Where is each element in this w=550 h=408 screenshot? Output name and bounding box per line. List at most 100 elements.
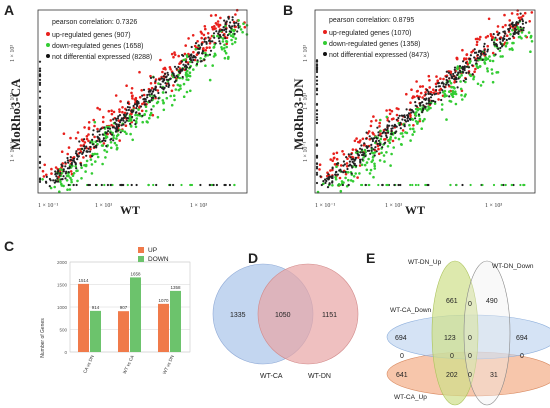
scatter-point <box>138 112 141 115</box>
scatter-point <box>329 169 332 172</box>
scatter-point <box>361 153 364 157</box>
scatter-point <box>115 144 118 147</box>
scatter-point <box>72 157 76 160</box>
scatter-point <box>502 37 505 40</box>
scatter-point <box>376 142 379 146</box>
scatter-point <box>375 137 379 140</box>
scatter-point <box>377 147 380 151</box>
scatter-point <box>335 165 338 168</box>
scatter-point <box>75 167 78 170</box>
scatter-point <box>380 135 383 138</box>
scatter-point <box>194 48 197 51</box>
scatter-point <box>427 90 430 93</box>
scatter-point <box>439 91 442 94</box>
scatter-point <box>107 109 111 113</box>
scatter-point <box>225 42 228 46</box>
scatter-point <box>50 172 53 175</box>
scatter-point <box>112 118 115 121</box>
scatter-point <box>409 183 412 187</box>
scatter-point <box>200 60 203 63</box>
scatter-point <box>209 14 213 17</box>
scatter-point <box>117 115 120 118</box>
scatter-point <box>448 79 451 83</box>
scatter-point <box>131 97 134 100</box>
scatter-point <box>83 147 86 150</box>
scatter-point <box>38 96 42 99</box>
scatter-point <box>211 40 214 43</box>
scatter-point <box>83 126 86 129</box>
scatter-point <box>376 126 379 129</box>
scatter-point <box>339 164 343 167</box>
scatter-point <box>66 188 69 191</box>
scatter-point <box>169 94 172 98</box>
scatter-point <box>382 154 386 157</box>
scatter-point <box>433 102 437 105</box>
panel-c: C Number of Genes 0 500 1000 1500 2000 1514 91… <box>0 238 200 408</box>
scatter-point <box>359 151 362 154</box>
scatter-plot-b: pearson correlation: 0.8795 up-regulated… <box>291 9 536 215</box>
scatter-point <box>334 173 337 176</box>
scatter-point <box>225 20 228 23</box>
scatter-point <box>112 136 115 140</box>
scatter-point <box>69 156 72 159</box>
scatter-point <box>452 86 455 89</box>
scatter-point <box>211 25 214 29</box>
scatter-point <box>395 107 399 110</box>
scatter-point <box>393 125 396 128</box>
scatter-point <box>94 183 98 187</box>
xtick-a-1: 1 × 10⁻¹ <box>38 203 59 209</box>
scatter-point <box>517 32 520 36</box>
scatter-point <box>358 172 361 175</box>
scatter-point <box>362 156 365 159</box>
scatter-point <box>432 99 435 103</box>
scatter-point <box>103 183 106 187</box>
scatter-point <box>344 176 347 180</box>
scatter-point <box>501 44 504 47</box>
scatter-point <box>89 145 92 149</box>
scatter-point <box>59 172 62 175</box>
scatter-point <box>492 183 496 187</box>
scatter-point <box>50 167 53 171</box>
scatter-point <box>527 31 531 34</box>
scatter-point <box>523 11 527 15</box>
scatter-point <box>223 19 226 22</box>
scatter-point <box>104 136 108 140</box>
scatter-point <box>219 35 222 38</box>
scatter-point <box>372 151 375 155</box>
scatter-point <box>443 95 446 98</box>
scatter-point <box>351 166 354 169</box>
legend-b-nde: not differential expressed (8473) <box>329 52 429 59</box>
scatter-point <box>373 154 376 157</box>
scatter-point <box>332 152 335 155</box>
scatter-point <box>399 121 402 124</box>
scatter-point <box>146 121 149 124</box>
scatter-point <box>492 41 496 44</box>
scatter-point <box>159 83 162 86</box>
scatter-point <box>511 21 514 24</box>
scatter-point <box>465 71 468 74</box>
scatter-point <box>105 144 108 148</box>
scatter-point <box>231 18 234 21</box>
scatter-point <box>442 90 445 94</box>
scatter-point <box>143 113 146 116</box>
scatter-point <box>62 170 65 173</box>
scatter-point <box>41 178 44 181</box>
scatter-point <box>67 183 70 187</box>
scatter-point <box>226 34 229 37</box>
scatter-point <box>443 86 446 89</box>
venn-4: WT-DN_Up WT-DN_Down WT-CA_Down WT-CA_Up … <box>386 259 550 406</box>
bar-chart-ytick: 2000 <box>57 260 68 265</box>
scatter-point <box>494 36 497 39</box>
scatter-point <box>368 172 372 175</box>
scatter-point <box>230 38 233 42</box>
scatter-point <box>122 117 125 120</box>
scatter-point <box>488 59 492 62</box>
scatter-point <box>486 67 489 70</box>
scatter-point <box>232 35 235 39</box>
scatter-point <box>345 156 348 159</box>
scatter-point <box>150 86 154 90</box>
scatter-point <box>126 117 129 120</box>
scatter-point <box>106 127 110 130</box>
scatter-point <box>379 129 382 133</box>
scatter-point <box>315 113 319 116</box>
